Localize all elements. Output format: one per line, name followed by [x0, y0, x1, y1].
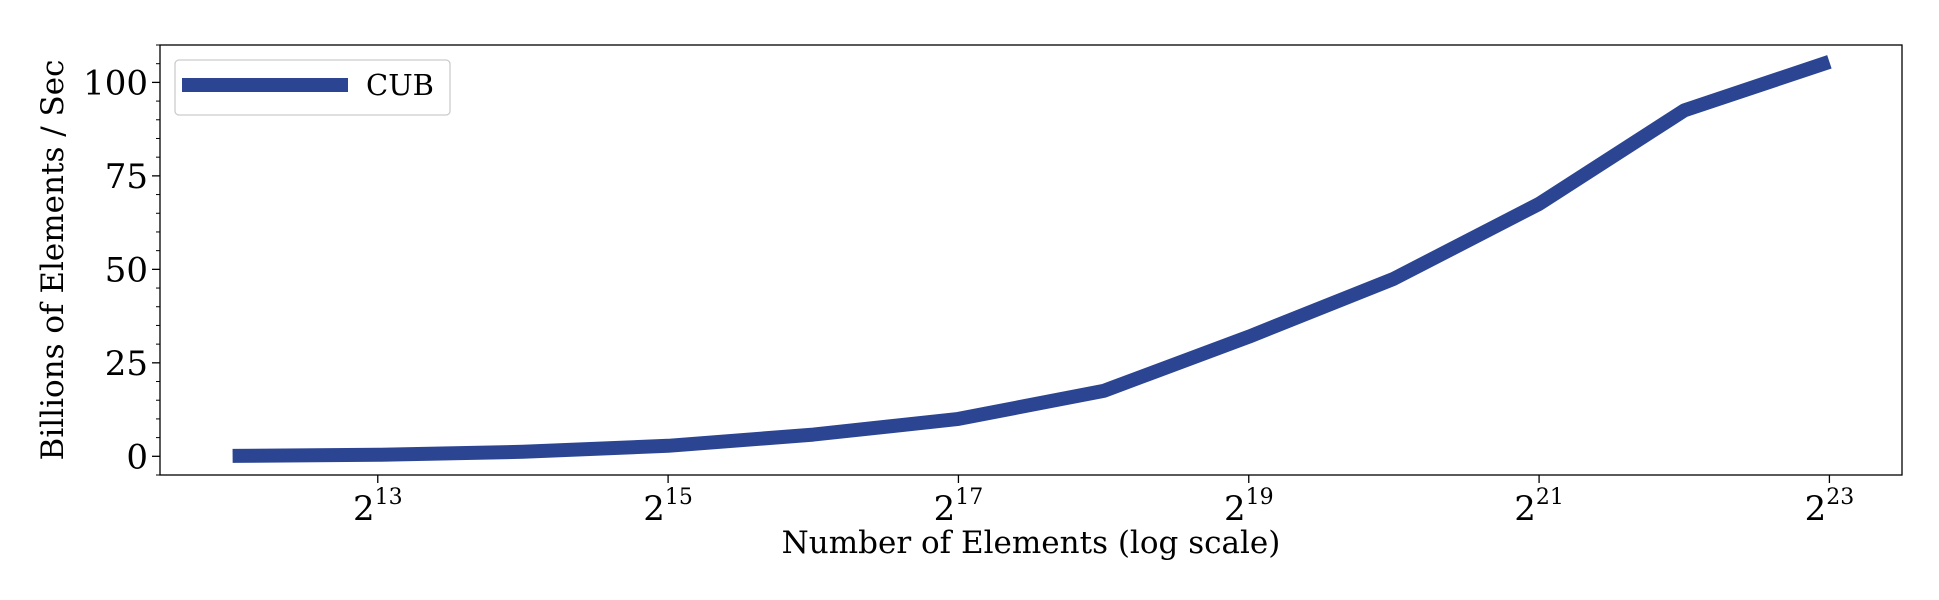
x-tick-exponent: 17	[955, 485, 983, 510]
x-tick-label: 215	[643, 485, 693, 529]
legend: CUB	[174, 59, 451, 116]
x-tick-base: 2	[643, 489, 665, 529]
x-tick-base: 2	[1224, 489, 1246, 529]
x-tick-exponent: 19	[1246, 485, 1274, 510]
x-tick-exponent: 15	[665, 485, 693, 510]
x-tick-base: 2	[1805, 489, 1827, 529]
series-line-cub	[232, 55, 1832, 463]
series-layer	[232, 55, 1832, 463]
x-tick-base: 2	[1514, 489, 1536, 529]
legend-label-cub: CUB	[366, 68, 434, 102]
y-axis-minor-ticks	[156, 44, 160, 476]
x-tick-exponent: 21	[1536, 485, 1564, 510]
x-axis-label: Number of Elements (log scale)	[782, 525, 1281, 561]
y-tick-label: 75	[105, 157, 148, 197]
y-tick-label: 25	[105, 344, 148, 384]
x-tick-exponent: 23	[1826, 485, 1854, 510]
x-tick-base: 2	[353, 489, 375, 529]
y-tick-label: 50	[105, 250, 148, 290]
x-tick-label: 223	[1805, 485, 1855, 529]
y-axis-ticks: 0 25 50 75 100	[83, 63, 160, 477]
y-tick-label: 0	[126, 437, 148, 477]
x-tick-label: 219	[1224, 485, 1274, 529]
x-tick-label: 221	[1514, 485, 1564, 529]
x-tick-label: 217	[934, 485, 984, 529]
x-tick-label: 213	[353, 485, 403, 529]
y-axis-label: Billions of Elements / Sec	[35, 60, 71, 461]
x-axis-ticks: 213 215 217 219 221 223	[353, 475, 1854, 529]
y-tick-label: 100	[83, 63, 148, 103]
x-tick-exponent: 13	[375, 485, 403, 510]
x-tick-base: 2	[934, 489, 956, 529]
